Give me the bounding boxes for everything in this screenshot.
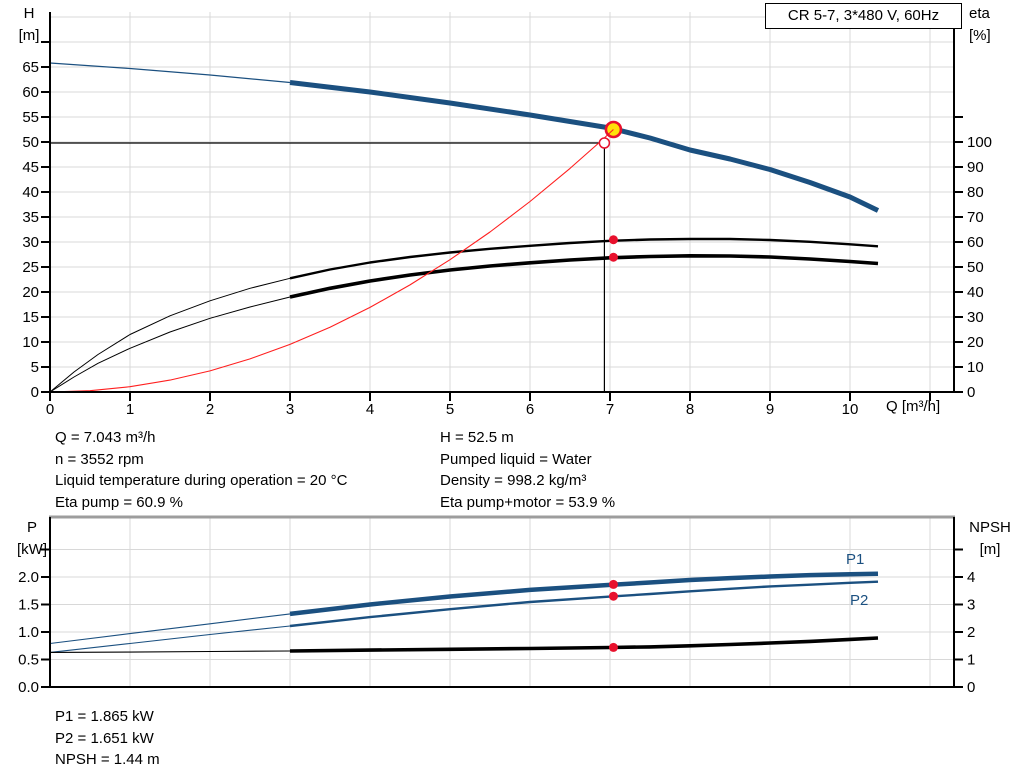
y-left-tick-label: 0 bbox=[31, 384, 39, 401]
y-right-tick-label: 30 bbox=[967, 309, 984, 326]
head-capacity-curve bbox=[289, 80, 880, 213]
info-line-eta-pumpmotor: Eta pump+motor = 53.9 % bbox=[440, 493, 616, 511]
eta-pump-motor-curve bbox=[289, 254, 879, 299]
y-axis-label-h: H bbox=[23, 5, 35, 22]
NPSH-curve-thin bbox=[49, 650, 291, 653]
y-axis-label-npsh: NPSH bbox=[969, 519, 1011, 536]
info-line-density: Density = 998.2 kg/m³ bbox=[440, 472, 587, 490]
operating-dot bbox=[608, 591, 618, 601]
head-capacity-curve-thin bbox=[49, 62, 291, 84]
operating-data-right-column: H = 52.5 m Pumped liquid = Water Density… bbox=[440, 427, 615, 513]
info-line-head: H = 52.5 m bbox=[440, 429, 514, 446]
info-line-flow: Q = 7.043 m³/h bbox=[55, 429, 156, 446]
info-line-speed: n = 3552 rpm bbox=[55, 450, 144, 468]
power-data-column: P1 = 1.865 kW P2 = 1.651 kW NPSH = 1.44 … bbox=[55, 706, 160, 771]
info-line-liquid: Pumped liquid = Water bbox=[440, 450, 592, 468]
operating-dot bbox=[608, 642, 618, 652]
y-right-tick-label: 10 bbox=[967, 359, 984, 376]
y-right-tick-label: 90 bbox=[967, 159, 984, 176]
y-axis-unit-eta: [%] bbox=[969, 27, 991, 44]
y-right-tick-label: 0 bbox=[967, 384, 975, 401]
gridlines bbox=[50, 12, 954, 392]
y-axis-label-eta: eta bbox=[969, 5, 990, 22]
y-left-tick-label: 10 bbox=[22, 334, 39, 351]
x-tick-label: 10 bbox=[842, 401, 859, 418]
P1-curve-thin bbox=[49, 613, 291, 645]
eta-operating-dot bbox=[608, 252, 618, 262]
power-npsh-chart: P1 P2 0.0 0.5 1.0 1.5 2.0 0 1 2 3 4 bbox=[18, 515, 975, 696]
x-tick-label: 4 bbox=[366, 401, 374, 418]
y-left-tick-label: 25 bbox=[22, 259, 39, 276]
y-left-tick-label: 15 bbox=[22, 309, 39, 326]
x-tick-label: 7 bbox=[606, 401, 614, 418]
requested-duty-point bbox=[598, 137, 611, 149]
y-right-tick-label: 40 bbox=[967, 284, 984, 301]
y-right-tick-label: 50 bbox=[967, 259, 984, 276]
y-left-tick-label: 40 bbox=[22, 184, 39, 201]
x-tick-label: 2 bbox=[206, 401, 214, 418]
y-right-tick-label: 0 bbox=[967, 679, 975, 696]
y-left-tick-label: 30 bbox=[22, 234, 39, 251]
P2-curve-thin bbox=[49, 625, 291, 653]
y-left-tick-label: 20 bbox=[22, 284, 39, 301]
info-line-npsh: NPSH = 1.44 m bbox=[55, 751, 160, 769]
NPSH-curve bbox=[289, 636, 879, 653]
y-right-tick-label: 1 bbox=[967, 652, 975, 669]
x-axis-label-q: Q [m³/h] bbox=[886, 398, 941, 415]
y-left-tick-label: 0.5 bbox=[18, 652, 39, 669]
y-right-tick-label: 70 bbox=[967, 209, 984, 226]
x-tick-label: 6 bbox=[526, 401, 534, 418]
eta-pump-motor-curve-thin bbox=[49, 296, 291, 393]
P1-curve bbox=[289, 571, 879, 617]
eta-operating-dot bbox=[608, 235, 618, 245]
info-line-p1: P1 = 1.865 kW bbox=[55, 708, 154, 725]
y-axis-unit-p: [kW] bbox=[17, 541, 47, 558]
eta-pump-curve bbox=[289, 237, 879, 280]
y-left-tick-label: 1.0 bbox=[18, 624, 39, 641]
y-right-tick-label: 100 bbox=[967, 134, 992, 151]
system-curve-curve bbox=[49, 129, 614, 393]
y-right-tick-label: 3 bbox=[967, 597, 975, 614]
P2-curve-label: P2 bbox=[850, 592, 868, 609]
y-left-tick-label: 60 bbox=[22, 84, 39, 101]
y-left-tick-label: 45 bbox=[22, 159, 39, 176]
operating-data-left-column: Q = 7.043 m³/h n = 3552 rpm Liquid tempe… bbox=[55, 427, 347, 513]
y-right-tick-label: 60 bbox=[967, 234, 984, 251]
P2-curve bbox=[289, 580, 879, 628]
x-tick-label: 8 bbox=[686, 401, 694, 418]
duty-point-ring bbox=[604, 120, 623, 139]
y-left-tick-label: 2.0 bbox=[18, 569, 39, 586]
y-right-tick-label: 80 bbox=[967, 184, 984, 201]
y-axis-unit-h: [m] bbox=[18, 27, 40, 44]
pump-model-title-box: CR 5-7, 3*480 V, 60Hz bbox=[765, 3, 962, 29]
eta-pump-curve-thin bbox=[49, 277, 291, 393]
y-left-tick-label: 55 bbox=[22, 109, 39, 126]
x-tick-label: 0 bbox=[46, 401, 54, 418]
y-right-tick-label: 2 bbox=[967, 624, 975, 641]
y-axis-label-p: P bbox=[26, 519, 37, 536]
gridlines bbox=[50, 517, 954, 687]
y-left-tick-label: 5 bbox=[31, 359, 39, 376]
P1-curve-label: P1 bbox=[846, 551, 864, 568]
x-tick-label: 3 bbox=[286, 401, 294, 418]
x-tick-label: 5 bbox=[446, 401, 454, 418]
info-line-temperature: Liquid temperature during operation = 20… bbox=[55, 472, 348, 490]
info-line-eta-pump: Eta pump = 60.9 % bbox=[55, 493, 183, 511]
y-right-tick-label: 20 bbox=[967, 334, 984, 351]
operating-dot bbox=[608, 579, 618, 589]
y-left-tick-label: 1.5 bbox=[18, 597, 39, 614]
y-right-tick-label: 4 bbox=[967, 569, 975, 586]
y-left-tick-label: 65 bbox=[22, 59, 39, 76]
info-line-p2: P2 = 1.651 kW bbox=[55, 729, 154, 747]
y-left-tick-label: 0.0 bbox=[18, 679, 39, 696]
head-capacity-chart: 0510152025303540455055606501020304050607… bbox=[22, 12, 992, 418]
x-tick-label: 1 bbox=[126, 401, 134, 418]
y-axis-unit-npsh: [m] bbox=[979, 541, 1001, 558]
y-left-tick-label: 50 bbox=[22, 134, 39, 151]
y-left-tick-label: 35 bbox=[22, 209, 39, 226]
x-tick-label: 9 bbox=[766, 401, 774, 418]
